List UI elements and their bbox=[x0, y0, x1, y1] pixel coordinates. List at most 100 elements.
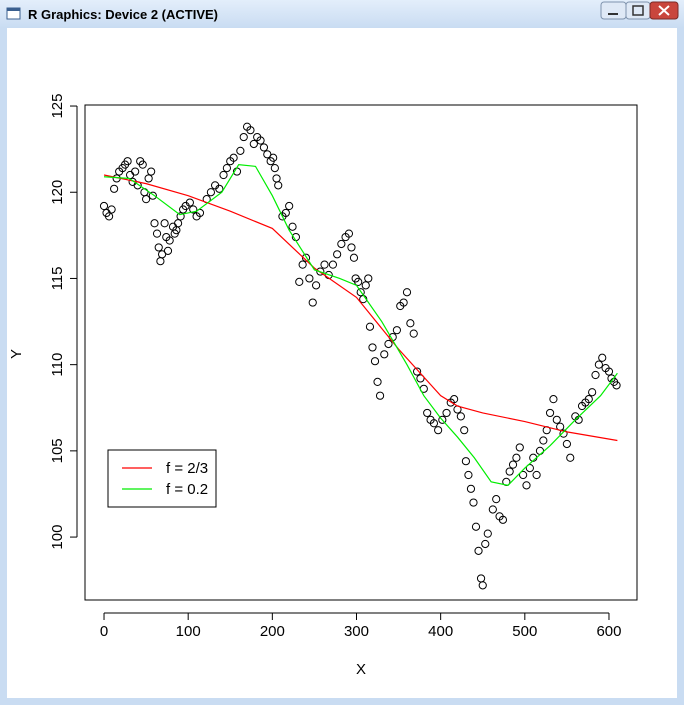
data-point bbox=[478, 581, 487, 590]
data-point bbox=[456, 412, 465, 421]
x-tick-label: 600 bbox=[596, 623, 621, 640]
x-tick-label: 100 bbox=[176, 623, 201, 640]
data-point bbox=[474, 546, 483, 555]
data-point bbox=[532, 470, 541, 480]
maximize-button[interactable] bbox=[625, 1, 651, 20]
data-point bbox=[429, 419, 439, 428]
data-point bbox=[412, 367, 422, 376]
data-point bbox=[160, 219, 169, 228]
y-tick-label: 120 bbox=[49, 180, 66, 205]
data-point bbox=[483, 529, 492, 538]
legend-label: f = 2/3 bbox=[166, 460, 208, 477]
data-point bbox=[189, 205, 198, 214]
data-point bbox=[566, 453, 575, 462]
data-point bbox=[519, 470, 528, 480]
data-point bbox=[308, 298, 317, 307]
data-point bbox=[508, 460, 518, 469]
data-point bbox=[281, 208, 290, 218]
data-point bbox=[598, 353, 607, 362]
data-point bbox=[285, 201, 294, 211]
data-point bbox=[368, 343, 377, 352]
data-point bbox=[219, 170, 228, 180]
data-point bbox=[229, 153, 238, 162]
data-point bbox=[375, 391, 385, 400]
data-point bbox=[305, 274, 314, 283]
data-point bbox=[604, 367, 614, 376]
data-point bbox=[481, 539, 490, 549]
data-point bbox=[150, 219, 159, 228]
y-tick-label: 125 bbox=[49, 94, 66, 119]
data-point bbox=[165, 236, 174, 245]
data-point bbox=[406, 319, 415, 328]
data-point bbox=[236, 146, 245, 155]
data-point bbox=[354, 277, 363, 286]
y-tick-label: 105 bbox=[49, 438, 66, 463]
data-point bbox=[144, 174, 153, 183]
data-point bbox=[416, 374, 425, 383]
data-point bbox=[270, 164, 279, 173]
data-point bbox=[176, 212, 185, 221]
maximize-icon bbox=[632, 5, 644, 16]
data-point bbox=[505, 467, 514, 476]
data-point bbox=[344, 229, 354, 238]
title-bar bbox=[0, 0, 684, 28]
data-point bbox=[274, 181, 283, 190]
data-point bbox=[328, 260, 338, 269]
data-point bbox=[295, 277, 304, 286]
legend-box bbox=[107, 449, 217, 508]
data-point bbox=[539, 436, 548, 445]
plot-canvas bbox=[7, 28, 677, 698]
y-tick-label: 115 bbox=[49, 266, 66, 290]
data-point bbox=[316, 267, 325, 276]
data-point bbox=[450, 395, 459, 404]
data-point bbox=[365, 322, 375, 331]
x-tick-label: 0 bbox=[100, 623, 108, 640]
data-point bbox=[185, 198, 194, 207]
data-point bbox=[438, 415, 447, 424]
data-point bbox=[488, 505, 497, 514]
data-point bbox=[399, 298, 408, 307]
data-point bbox=[460, 426, 469, 435]
data-point bbox=[612, 381, 621, 390]
data-point bbox=[301, 253, 311, 262]
data-point bbox=[249, 139, 258, 149]
data-point bbox=[206, 188, 216, 197]
data-point bbox=[588, 388, 597, 397]
data-point bbox=[549, 395, 558, 404]
data-point bbox=[259, 143, 269, 152]
data-point bbox=[584, 395, 593, 404]
plot-box bbox=[84, 104, 638, 601]
data-point bbox=[123, 157, 132, 166]
data-point bbox=[246, 126, 255, 135]
data-point bbox=[423, 408, 432, 418]
data-point bbox=[138, 160, 147, 169]
data-point bbox=[380, 350, 389, 359]
data-point bbox=[469, 498, 478, 507]
data-point bbox=[163, 246, 173, 255]
data-point bbox=[269, 153, 278, 162]
data-point bbox=[373, 377, 382, 386]
data-point bbox=[364, 274, 373, 283]
plot: 0 100 200 300 400 500 600 100 105 110 115 120 125 X Yf… bbox=[8, 94, 638, 678]
data-point bbox=[466, 484, 476, 493]
data-point bbox=[288, 222, 297, 231]
data-point bbox=[498, 515, 508, 524]
data-point bbox=[312, 281, 321, 290]
data-point bbox=[591, 370, 600, 380]
data-point bbox=[349, 253, 359, 262]
data-point bbox=[337, 239, 346, 249]
data-point bbox=[559, 429, 568, 438]
legend-label: f = 0.2 bbox=[166, 481, 208, 498]
data-point bbox=[147, 167, 156, 176]
data-point bbox=[512, 453, 521, 462]
y-tick-label: 110 bbox=[49, 353, 66, 377]
data-point bbox=[173, 219, 183, 228]
data-point bbox=[409, 329, 418, 338]
minimize-button[interactable] bbox=[600, 1, 627, 20]
x-tick-label: 300 bbox=[344, 623, 369, 640]
data-point bbox=[99, 201, 109, 211]
data-point bbox=[545, 408, 555, 418]
window-title: R Graphics: Device 2 (ACTIVE) bbox=[28, 7, 218, 22]
data-point bbox=[384, 339, 393, 349]
